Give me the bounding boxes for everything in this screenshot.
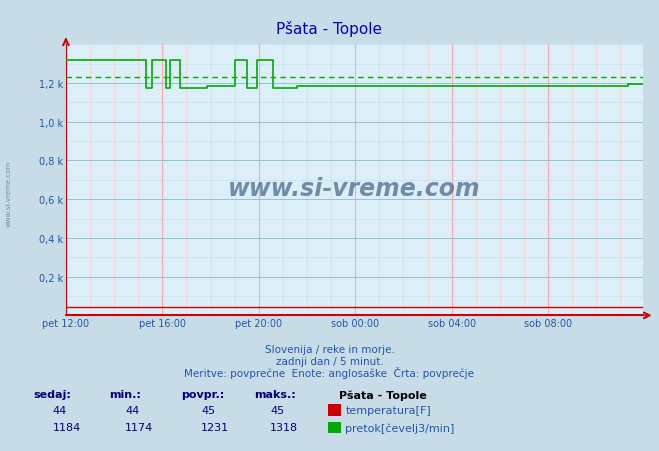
Text: www.si-vreme.com: www.si-vreme.com — [5, 161, 12, 227]
Text: povpr.:: povpr.: — [181, 390, 225, 400]
Text: 1174: 1174 — [125, 423, 154, 433]
Text: zadnji dan / 5 minut.: zadnji dan / 5 minut. — [275, 356, 384, 366]
Text: 1318: 1318 — [270, 423, 299, 433]
Text: pretok[čevelj3/min]: pretok[čevelj3/min] — [345, 422, 455, 433]
Text: 44: 44 — [53, 405, 67, 415]
Text: min.:: min.: — [109, 390, 140, 400]
Text: 45: 45 — [270, 405, 284, 415]
Text: 45: 45 — [201, 405, 215, 415]
Text: Pšata - Topole: Pšata - Topole — [277, 21, 382, 37]
Text: www.si-vreme.com: www.si-vreme.com — [228, 176, 480, 201]
Text: sedaj:: sedaj: — [33, 390, 71, 400]
Text: Meritve: povprečne  Enote: anglosaške  Črta: povprečje: Meritve: povprečne Enote: anglosaške Črt… — [185, 366, 474, 378]
Text: Pšata - Topole: Pšata - Topole — [339, 389, 427, 400]
Text: 1231: 1231 — [201, 423, 229, 433]
Text: maks.:: maks.: — [254, 390, 295, 400]
Text: Slovenija / reke in morje.: Slovenija / reke in morje. — [264, 345, 395, 354]
Text: 1184: 1184 — [53, 423, 81, 433]
Text: temperatura[F]: temperatura[F] — [345, 405, 431, 415]
Text: 44: 44 — [125, 405, 140, 415]
